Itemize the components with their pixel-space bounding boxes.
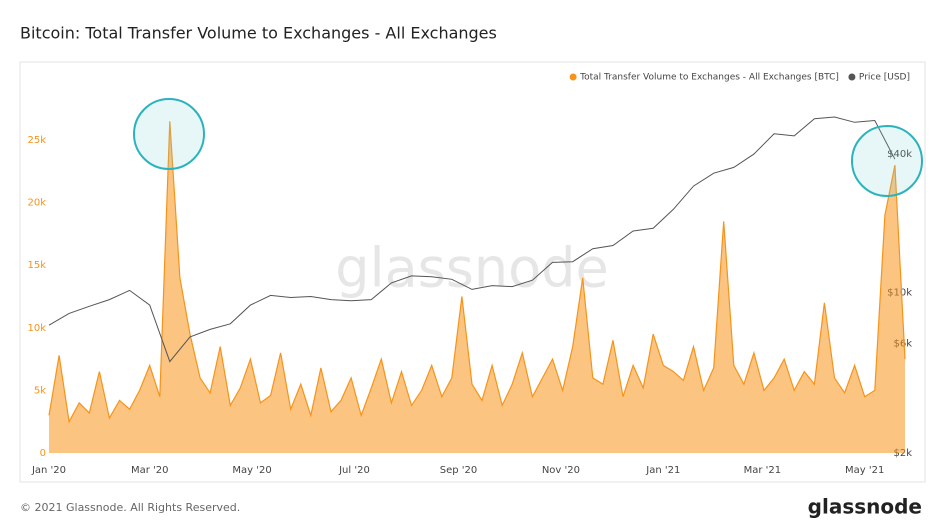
legend-label: Price [USD] [859,73,910,83]
y2-tick-label: $2k [893,448,912,459]
logo: glassnode [808,495,922,519]
y-tick-label: 25k [27,135,46,146]
chart-frame [19,61,926,483]
watermark: glassnode [335,237,608,300]
x-tick-label: May '21 [845,465,884,476]
highlight-circle [851,125,923,197]
y-tick-label: 0 [40,448,46,459]
y-tick-label: 10k [27,323,46,334]
footer: © 2021 Glassnode. All Rights Reserved. [20,501,240,514]
volume-area [49,121,905,454]
x-tick-label: Mar '20 [131,465,169,476]
chart-title: Bitcoin: Total Transfer Volume to Exchan… [20,24,497,43]
legend-swatch [569,73,577,81]
x-tick-label: Sep '20 [440,465,478,476]
legend-swatch [848,73,856,81]
volume-line [48,121,906,424]
x-tick-label: Mar '21 [744,465,782,476]
legend-label: Total Transfer Volume to Exchanges - All… [579,73,839,83]
x-tick-label: Jan '20 [31,465,66,476]
y-tick-label: 20k [27,198,46,209]
x-tick-label: Nov '20 [542,465,580,476]
price-line [48,116,896,363]
y-tick-label: 5k [34,385,46,396]
x-tick-label: May '20 [232,465,271,476]
x-tick-label: Jan '21 [645,465,680,476]
y2-tick-label: $40k [887,149,912,160]
y-tick-label: 15k [27,260,46,271]
highlight-circle [133,98,205,170]
x-tick-label: Jul '20 [338,465,370,476]
